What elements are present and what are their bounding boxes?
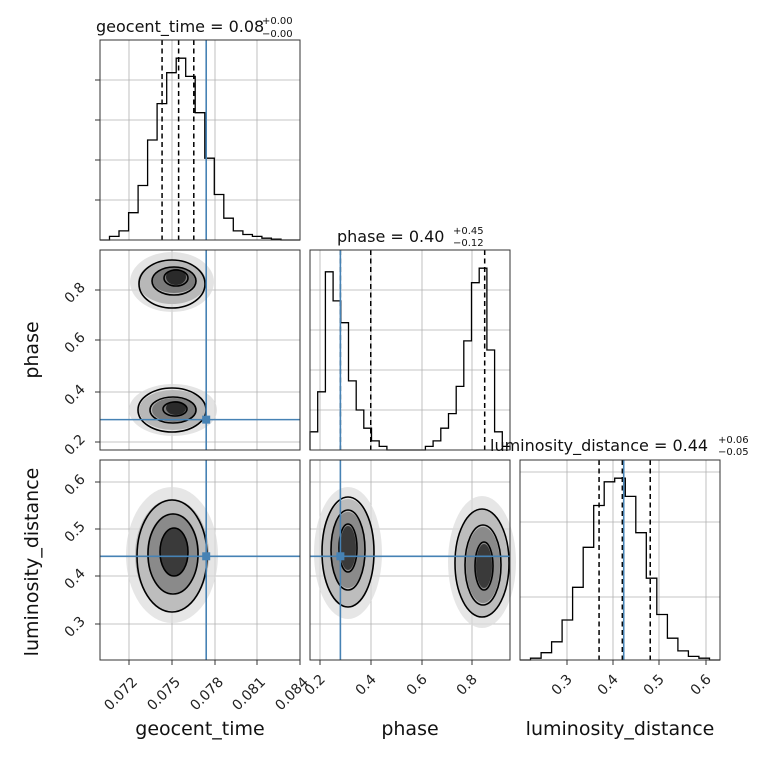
y-ticks-geocent-time-hist [95,79,100,201]
ylabel-phase: phase [21,321,43,378]
grid-geocent-time-hist [100,40,300,240]
ytick-label-phase-0.8: 0.8 [62,280,89,307]
density-ld-vs-geocent [126,487,218,623]
title-sub-luminosity-distance: −0.05 [718,447,749,458]
ylabel-luminosity-distance: luminosity_distance [21,468,43,657]
xtick-label-phase-0.4: 0.4 [353,672,380,699]
grid-ld-vs-geocent [100,460,300,660]
panel-geocent-time-hist: geocent_time = 0.08 +0.00 −0.00 [95,16,301,241]
ytick-label-phase-0.4: 0.4 [62,382,89,409]
ytick-label-ld-0.6: 0.6 [62,472,89,499]
ytick-label-ld-0.3: 0.3 [62,614,89,641]
ytick-label-ld-0.4: 0.4 [62,566,89,593]
title-sup-geocent-time: +0.00 [262,16,293,27]
histogram-luminosity-distance [520,477,720,661]
xtick-label-geocent-0.084: 0.084 [272,674,312,714]
ytick-label-ld-0.5: 0.5 [62,519,89,546]
ytick-label-phase-0.2: 0.2 [62,432,89,459]
panel-ld-vs-geocent-time: 0.6 0.5 0.4 0.3 luminosity_distance 0.07… [21,459,312,740]
xlabel-geocent-time: geocent_time [135,718,264,740]
truth-marker-phase-vs-geocent [202,415,211,424]
xtick-label-geocent-0.078: 0.078 [187,674,227,714]
xtick-label-ld-0.6: 0.6 [688,672,715,699]
xtick-label-phase-0.2: 0.2 [302,672,329,699]
title-phase: phase = 0.40 [337,227,444,246]
xtick-label-geocent-0.072: 0.072 [101,674,141,714]
panel-phase-hist: phase = 0.40 +0.45 −0.12 [309,226,511,451]
density-phase-vs-geocent [129,252,217,436]
title-geocent-time: geocent_time = 0.08 [96,17,264,37]
title-sup-luminosity-distance: +0.06 [718,435,749,446]
y-ticks-ld: 0.6 0.5 0.4 0.3 [62,472,100,641]
ytick-label-phase-0.6: 0.6 [62,330,89,357]
x-ticks-phase: 0.2 0.4 0.6 0.8 [302,660,481,699]
histogram-geocent-time [100,57,300,241]
title-luminosity-distance: luminosity_distance = 0.44 [490,436,708,456]
title-sup-phase: +0.45 [453,226,484,237]
panel-ld-vs-phase: 0.2 0.4 0.6 0.8 phase [302,459,516,740]
y-ticks-phase: 0.8 0.6 0.4 0.2 [62,280,100,459]
grid-ld-hist [520,460,720,660]
grid-phase-hist [310,250,510,450]
xlabel-luminosity-distance: luminosity_distance [526,718,715,740]
truth-marker-ld-vs-phase [336,552,345,561]
panel-phase-vs-geocent-time: 0.8 0.6 0.4 0.2 phase [21,249,301,459]
xtick-label-phase-0.8: 0.8 [454,672,481,699]
x-ticks-ld: 0.3 0.4 0.5 0.6 [549,660,715,699]
title-sub-geocent-time: −0.00 [262,29,293,40]
xtick-label-geocent-0.081: 0.081 [229,674,269,714]
xtick-label-ld-0.5: 0.5 [641,672,668,699]
title-sub-phase: −0.12 [453,238,484,249]
x-ticks-geocent-time: 0.072 0.075 0.078 0.081 0.084 [101,660,312,714]
truth-marker-ld-vs-geocent [202,552,211,561]
xtick-label-ld-0.3: 0.3 [549,672,576,699]
panel-ld-hist: 0.3 0.4 0.5 0.6 luminosity_distance lumi… [490,435,749,740]
xtick-label-phase-0.6: 0.6 [404,672,431,699]
xlabel-phase: phase [381,718,438,740]
xtick-label-geocent-0.075: 0.075 [144,674,184,714]
density-ld-vs-phase [314,487,516,628]
xtick-label-ld-0.4: 0.4 [595,672,622,699]
